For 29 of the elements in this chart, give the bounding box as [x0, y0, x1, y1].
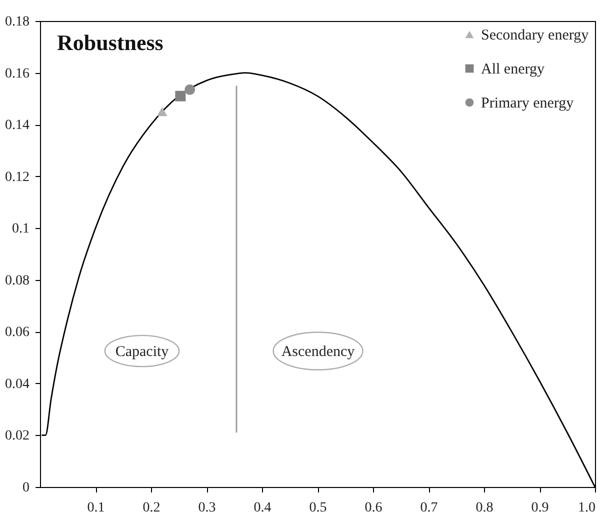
y-tick-label: 0.18 [5, 14, 30, 30]
x-tick-label: 0.5 [309, 500, 327, 516]
annotation: Capacity [115, 344, 170, 360]
y-tick-label: 0.08 [5, 273, 30, 288]
y-tick-label: 0.14 [5, 118, 30, 134]
x-tick-label: 0.6 [364, 500, 382, 516]
x-tick-label: 0.8 [476, 500, 494, 516]
legend-label: All energy [481, 62, 545, 78]
legend-label: Secondary energy [481, 28, 590, 44]
point [175, 90, 186, 102]
x-tick-label: 0.9 [531, 500, 549, 516]
x-tick-label: 0.1 [87, 500, 105, 516]
annotation: Ascendency [281, 344, 356, 360]
x-tick-label: 0.3 [198, 500, 216, 516]
chart-title: Robustness [57, 30, 164, 55]
x-tick-label: 0.7 [420, 500, 438, 516]
y-tick-label: 0.1 [12, 222, 30, 237]
x-tick-label: 0.2 [142, 500, 160, 516]
y-tick-label: 0.04 [5, 376, 30, 392]
x-tick-label: 1.0 [578, 500, 596, 516]
x-tick-label: 0.4 [254, 500, 272, 516]
point [184, 84, 196, 95]
point [156, 107, 168, 116]
y-tick-label: 0 [22, 480, 30, 496]
y-tick-label: 0.12 [5, 170, 30, 185]
y-tick-label: 0.02 [5, 428, 30, 444]
legend-label: Primary energy [481, 96, 574, 112]
y-tick-label: 0.06 [5, 325, 30, 340]
y-tick-label: 0.16 [5, 66, 30, 82]
